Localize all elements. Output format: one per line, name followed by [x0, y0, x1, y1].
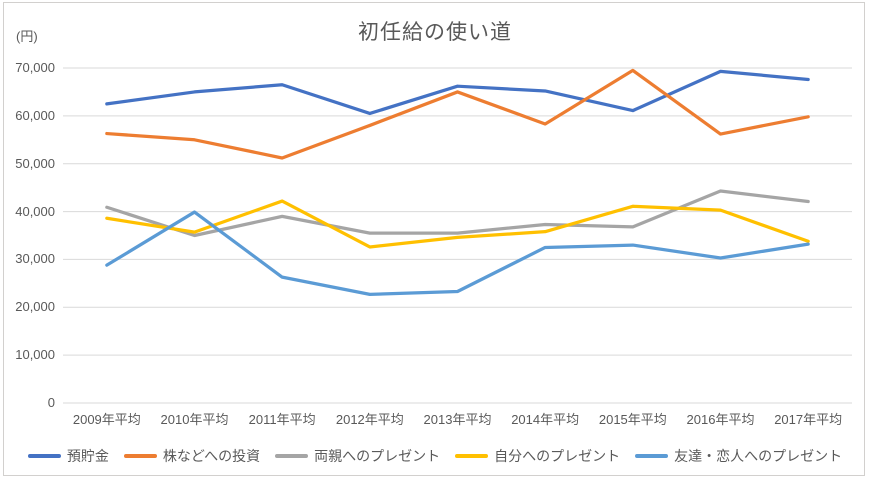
y-axis-tick-label: 30,000	[15, 251, 55, 267]
series-line-gift-for-self	[105, 199, 810, 249]
legend-line-swatch-gift-for-friends-lover	[635, 454, 669, 458]
legend-label: 友達・恋人へのプレゼント	[674, 448, 843, 464]
series-line-gift-for-friends-lover	[105, 210, 810, 296]
x-axis-tick-label: 2016年平均	[686, 412, 755, 427]
series-line-stock-investment	[105, 68, 810, 160]
series-line-savings	[105, 69, 810, 116]
y-axis-tick-label: 40,000	[15, 203, 55, 219]
y-axis-unit-label: (円)	[16, 29, 38, 44]
legend-label: 株などへの投資	[162, 448, 261, 464]
legend: 預貯金 株などへの投資 両親へのプレゼント 自分へのプレゼント 友達・恋人へのプレゼント	[0, 446, 870, 466]
x-axis-tick-label: 2011年平均	[248, 412, 316, 427]
legend-line-swatch-gift-for-parents	[275, 454, 309, 458]
legend-item-gift-for-parents: 両親へのプレゼント	[275, 446, 440, 466]
legend-item-savings: 預貯金	[27, 446, 109, 466]
legend-item-gift-for-self: 自分へのプレゼント	[455, 446, 620, 466]
x-axis-tick-label: 2012年平均	[335, 412, 404, 427]
x-axis-tick-label: 2015年平均	[598, 412, 667, 427]
y-axis-tick-label: 60,000	[15, 107, 55, 123]
y-axis-tick-label: 70,000	[15, 60, 55, 75]
x-axis-tick-label: 2014年平均	[511, 412, 580, 427]
chart-title: 初任給の使い道	[358, 21, 512, 44]
x-axis-tick-label: 2010年平均	[160, 412, 229, 427]
x-axis-tick-label: 2017年平均	[774, 412, 843, 427]
x-axis-tick-label: 2013年平均	[423, 412, 492, 427]
legend-line-swatch-stock-investment	[123, 454, 157, 458]
y-axis-tick-label: 50,000	[15, 155, 55, 171]
legend-label: 預貯金	[66, 448, 109, 464]
y-axis-tick-label: 10,000	[15, 347, 55, 363]
legend-label: 自分へのプレゼント	[494, 448, 621, 464]
series-line-gift-for-parents	[105, 189, 810, 238]
y-axis-tick-label: 0	[47, 395, 55, 410]
legend-line-swatch-savings	[27, 454, 61, 458]
legend-item-gift-for-friends-lover: 友達・恋人へのプレゼント	[635, 446, 842, 466]
y-axis-tick-label: 20,000	[15, 299, 55, 315]
legend-item-stock-investment: 株などへの投資	[123, 446, 261, 466]
legend-label: 両親へのプレゼント	[314, 448, 441, 464]
x-axis-tick-label: 2009年平均	[72, 412, 141, 427]
legend-line-swatch-gift-for-self	[455, 454, 489, 458]
